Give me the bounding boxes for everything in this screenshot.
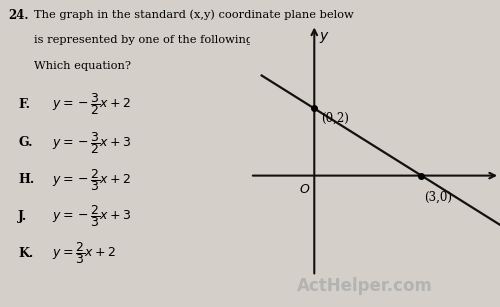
- Text: $O$: $O$: [298, 183, 310, 196]
- Text: $y$: $y$: [318, 29, 330, 45]
- Text: Which equation?: Which equation?: [34, 61, 131, 72]
- Text: H.: H.: [18, 173, 34, 186]
- Text: (0,2): (0,2): [320, 112, 348, 125]
- Text: $y = -\dfrac{3}{2}x + 2$: $y = -\dfrac{3}{2}x + 2$: [52, 91, 132, 117]
- Text: (3,0): (3,0): [424, 191, 452, 204]
- Text: F.: F.: [18, 98, 30, 111]
- Text: $y = -\dfrac{2}{3}x + 3$: $y = -\dfrac{2}{3}x + 3$: [52, 204, 132, 229]
- Text: The graph in the standard (x,y) coordinate plane below: The graph in the standard (x,y) coordina…: [34, 9, 354, 20]
- Text: $y = -\dfrac{3}{2}x + 3$: $y = -\dfrac{3}{2}x + 3$: [52, 130, 132, 156]
- Text: K.: K.: [18, 247, 34, 260]
- Text: $y = -\dfrac{2}{3}x + 2$: $y = -\dfrac{2}{3}x + 2$: [52, 167, 132, 192]
- Text: G.: G.: [18, 136, 32, 149]
- Text: is represented by one of the following equations.: is represented by one of the following e…: [34, 35, 317, 45]
- Text: ActHelper.com: ActHelper.com: [297, 277, 433, 295]
- Text: $y = \dfrac{2}{3}x + 2$: $y = \dfrac{2}{3}x + 2$: [52, 240, 116, 266]
- Text: J.: J.: [18, 210, 28, 223]
- Text: 24.: 24.: [8, 9, 28, 22]
